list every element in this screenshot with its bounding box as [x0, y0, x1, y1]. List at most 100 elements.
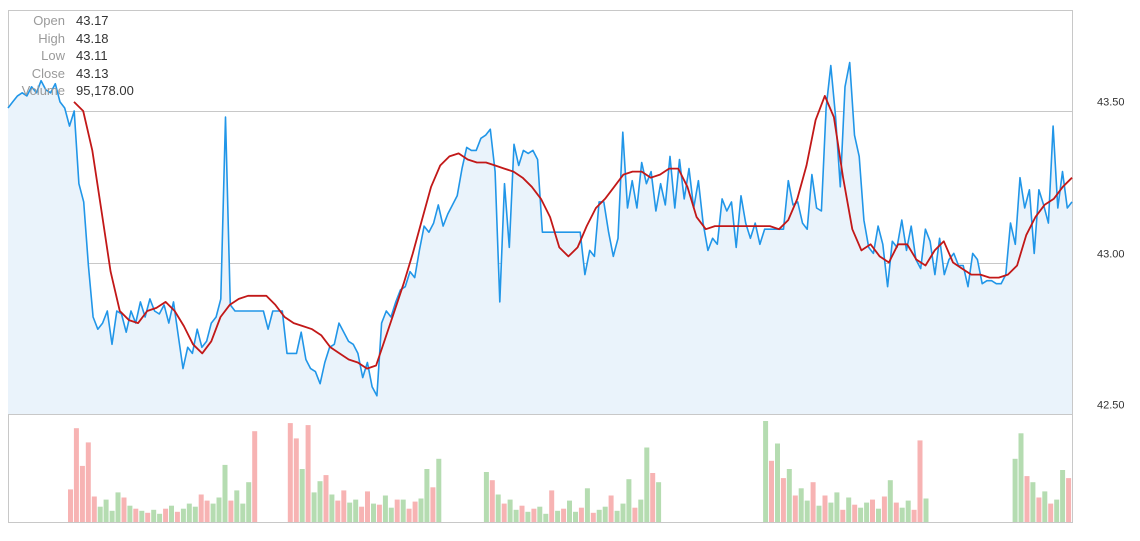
price-area-fill	[8, 62, 1072, 414]
volume-bar	[347, 502, 353, 522]
volume-bar	[424, 469, 430, 522]
volume-bar	[507, 499, 513, 522]
volume-bar	[91, 496, 97, 522]
volume-bar	[876, 508, 881, 522]
ohlc-legend: Open 43.17 High 43.18 Low 43.11 Close 43…	[8, 12, 134, 100]
volume-bar	[792, 495, 798, 522]
volume-bar	[287, 423, 293, 522]
volume-bar	[769, 460, 774, 522]
volume-bar	[192, 506, 198, 522]
volume-bar	[335, 500, 341, 522]
volume-bar	[632, 507, 638, 522]
volume-bar	[1018, 433, 1024, 522]
volume-bar	[638, 499, 644, 522]
volume-bar	[917, 440, 923, 522]
volume-bar	[365, 491, 370, 522]
volume-bar	[436, 458, 442, 522]
close-label: Close	[31, 65, 65, 81]
volume-bar	[852, 504, 858, 522]
volume-bar	[578, 507, 584, 522]
volume-value: 95,178.00	[76, 83, 134, 98]
volume-bar	[899, 507, 905, 522]
volume-bar	[222, 464, 228, 522]
volume-bar	[73, 428, 79, 522]
volume-bar	[1030, 482, 1036, 522]
volume-bar	[234, 490, 240, 522]
volume-bar	[186, 503, 192, 522]
volume-bar	[210, 503, 216, 522]
volume-bar	[1012, 458, 1018, 522]
volume-bar	[329, 494, 335, 522]
volume-bar	[323, 475, 329, 522]
volume-bar	[822, 495, 828, 522]
legend-high-row: High 43.18	[8, 30, 134, 48]
open-value: 43.17	[76, 13, 109, 28]
volume-bar	[513, 509, 519, 522]
volume-bar	[543, 513, 549, 522]
volume-bar	[596, 509, 602, 522]
volume-bar	[311, 492, 317, 522]
volume-bar	[376, 504, 382, 522]
volume-bar	[590, 512, 596, 522]
volume-bar	[537, 506, 543, 522]
volume-bar	[531, 508, 537, 522]
legend-low-row: Low 43.11	[8, 47, 134, 65]
volume-bar	[828, 502, 834, 522]
volume-bar	[216, 497, 222, 522]
volume-bar	[525, 511, 531, 522]
volume-bar	[1060, 470, 1066, 522]
volume-bar	[293, 438, 299, 522]
volume-bar	[650, 473, 656, 522]
price-line	[7, 61, 1073, 397]
low-label: Low	[41, 48, 65, 63]
volume-bar	[151, 509, 157, 522]
volume-bar	[204, 500, 210, 522]
y-tick-label: 43.50	[1097, 97, 1125, 109]
volume-bar	[1042, 491, 1048, 522]
volume-bar	[864, 502, 870, 522]
open-label: Open	[33, 13, 65, 28]
high-value: 43.18	[76, 30, 109, 46]
volume-bar	[519, 505, 525, 522]
volume-bar	[1066, 478, 1072, 522]
volume-bar	[840, 509, 846, 522]
y-tick-label: 42.50	[1097, 400, 1125, 412]
volume-bar	[394, 499, 400, 522]
volume-bar	[139, 510, 145, 522]
volume-bar	[163, 508, 169, 522]
volume-bar	[923, 498, 929, 522]
volume-bar	[180, 508, 186, 522]
volume-bar	[353, 499, 359, 522]
volume-bar	[816, 505, 822, 522]
volume-bar	[400, 499, 406, 522]
volume-bar	[626, 479, 632, 522]
high-label: High	[38, 30, 65, 46]
volume-bar	[763, 421, 769, 522]
volume-bar	[1024, 476, 1030, 522]
volume-bar	[145, 512, 151, 522]
volume-bar	[834, 492, 840, 522]
volume-bar	[198, 494, 204, 522]
volume-bar	[418, 498, 424, 522]
volume-bar	[430, 487, 436, 522]
volume-bar	[1048, 503, 1054, 522]
price-area	[8, 62, 1072, 414]
volume-bar	[804, 500, 810, 522]
volume-bar	[573, 511, 578, 522]
volume-bar	[656, 482, 662, 522]
legend-close-row: Close 43.13	[8, 65, 134, 83]
volume-bar	[169, 505, 174, 522]
volume-bar	[246, 482, 252, 522]
volume-bar	[85, 442, 91, 522]
volume-bar	[121, 497, 127, 522]
volume-bar	[157, 513, 163, 522]
y-tick-label: 43.00	[1097, 249, 1125, 261]
volume-bar	[1054, 499, 1060, 522]
volume-bar	[371, 503, 376, 522]
volume-bar	[68, 489, 73, 522]
volume-bar	[317, 481, 323, 522]
volume-bar	[602, 506, 608, 522]
low-value: 43.11	[76, 48, 108, 63]
volume-bar	[775, 443, 780, 522]
